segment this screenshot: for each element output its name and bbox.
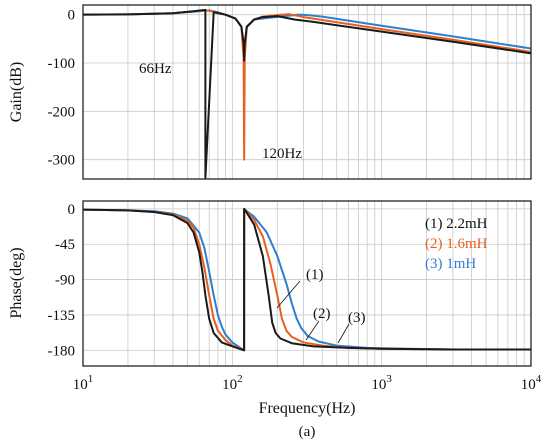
y-tick-label: -135 xyxy=(48,308,76,324)
annotation-120hz: 120Hz xyxy=(262,146,302,162)
phase-y-axis-label: Phase(deg) xyxy=(8,247,25,318)
legend: (1) 2.2mH (2) 1.6mH (3) 1mH xyxy=(425,216,488,272)
y-tick-label: -45 xyxy=(55,237,75,253)
callout-leader-1 xyxy=(276,280,301,309)
y-tick-label: 0 xyxy=(68,8,76,24)
gain-y-axis-label: Gain(dB) xyxy=(8,62,25,122)
phase-series-lines xyxy=(83,207,531,352)
y-tick-label: -200 xyxy=(48,104,76,120)
gain-plot-area xyxy=(83,5,531,179)
figure-panel-label: (a) xyxy=(299,424,316,440)
phase-plot-frame xyxy=(82,200,532,367)
x-axis-label: Frequency(Hz) xyxy=(259,400,356,417)
series-line-1 xyxy=(83,8,531,179)
legend-entry-1: (1) 2.2mH xyxy=(425,216,488,232)
phase-x-tick-labels: 101 102 103 104 xyxy=(73,373,542,393)
phase-y-tick-labels: 0 -45 -90 -135 -180 xyxy=(48,202,76,359)
x-tick-label: 103 xyxy=(371,373,392,393)
y-tick-label: -100 xyxy=(48,56,76,72)
series-line-1 xyxy=(83,207,531,352)
x-tick-label: 101 xyxy=(73,373,94,393)
gain-plot-frame xyxy=(82,4,532,180)
callout-leader-3 xyxy=(337,323,350,344)
x-tick-label: 104 xyxy=(521,373,542,393)
phase-panel: 0-45-90-135-180 101 102 103 104 Phase(deg) … xyxy=(8,200,542,417)
x-tick-label: 102 xyxy=(222,373,243,393)
annotation-66hz: 66Hz xyxy=(139,61,172,77)
curve-label-1: (1) xyxy=(306,267,324,283)
curve-callouts: (1) (2) (3) xyxy=(276,267,366,344)
y-tick-label: -180 xyxy=(48,343,76,359)
curve-label-3: (3) xyxy=(348,310,366,326)
legend-entry-3: (3) 1mH xyxy=(425,256,476,272)
callout-leader-2 xyxy=(305,320,320,341)
y-tick-label: -90 xyxy=(55,273,75,289)
y-tick-label: 0 xyxy=(68,202,76,218)
gain-series-lines xyxy=(83,8,531,179)
y-tick-label: -300 xyxy=(48,153,76,169)
gain-y-tick-labels: 0 -100 -200 -300 xyxy=(48,8,76,169)
curve-label-2: (2) xyxy=(313,306,331,322)
gain-grid xyxy=(83,5,531,179)
legend-entry-2: (2) 1.6mH xyxy=(425,236,488,252)
gain-panel: 0 -100 -200 -300 Gain(dB) 66Hz 120Hz xyxy=(8,4,532,180)
